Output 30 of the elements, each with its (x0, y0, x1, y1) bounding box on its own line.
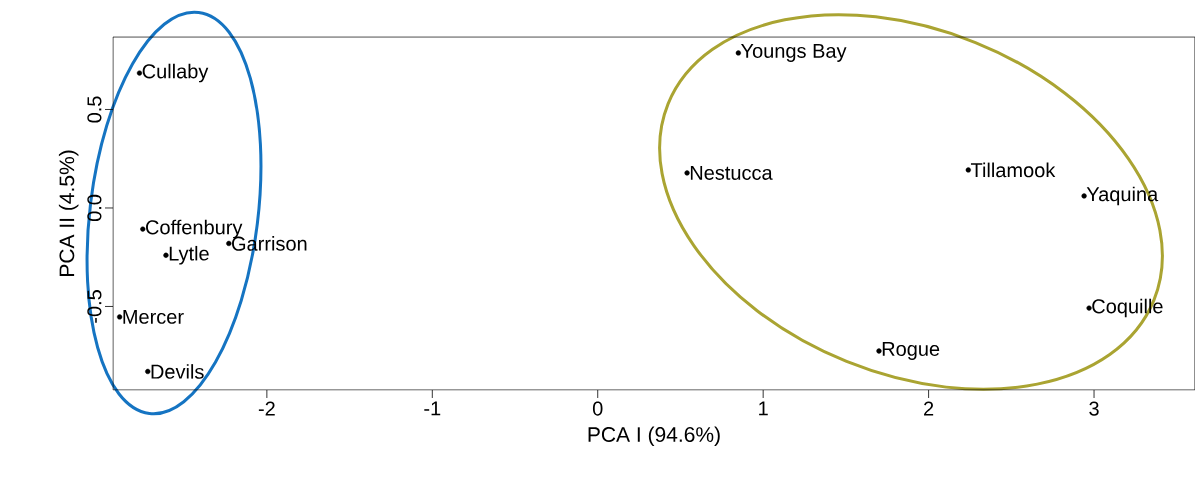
y-tick-label: 0.5 (87, 96, 102, 123)
point (1081, 193, 1087, 199)
point (684, 170, 690, 176)
point (163, 252, 169, 258)
annotation: Devils (151, 364, 204, 379)
x-tick-label: 1 (759, 401, 768, 416)
point (876, 348, 882, 354)
x-tick-label: 3 (1089, 401, 1099, 416)
annotation: Rogue (882, 342, 940, 360)
point (965, 167, 971, 173)
y-axis-title: PCA II (4.5%) (58, 150, 79, 276)
annotation: Lytle (169, 245, 209, 265)
point (735, 50, 741, 56)
x-tick-label: -2 (258, 401, 275, 416)
annotation: Nestucca (690, 165, 773, 180)
point (145, 368, 151, 375)
y-tick-label: 0.0 (87, 194, 102, 222)
point (226, 240, 232, 247)
annotation: Tillamook (970, 162, 1056, 178)
x-tick-label: -1 (424, 401, 441, 416)
point (117, 314, 123, 320)
x-tick-label: 2 (924, 401, 934, 416)
point (1086, 305, 1092, 311)
x-tick-label: 0 (592, 401, 603, 416)
x-axis-title: PCA I (94.6%) (588, 426, 720, 447)
annotation: Youngs Bay (740, 43, 847, 62)
annotation: Mercer (123, 309, 184, 324)
annotation: Cullaby (142, 63, 209, 83)
y-tick-label: -0.5 (87, 290, 102, 323)
point (140, 226, 146, 232)
